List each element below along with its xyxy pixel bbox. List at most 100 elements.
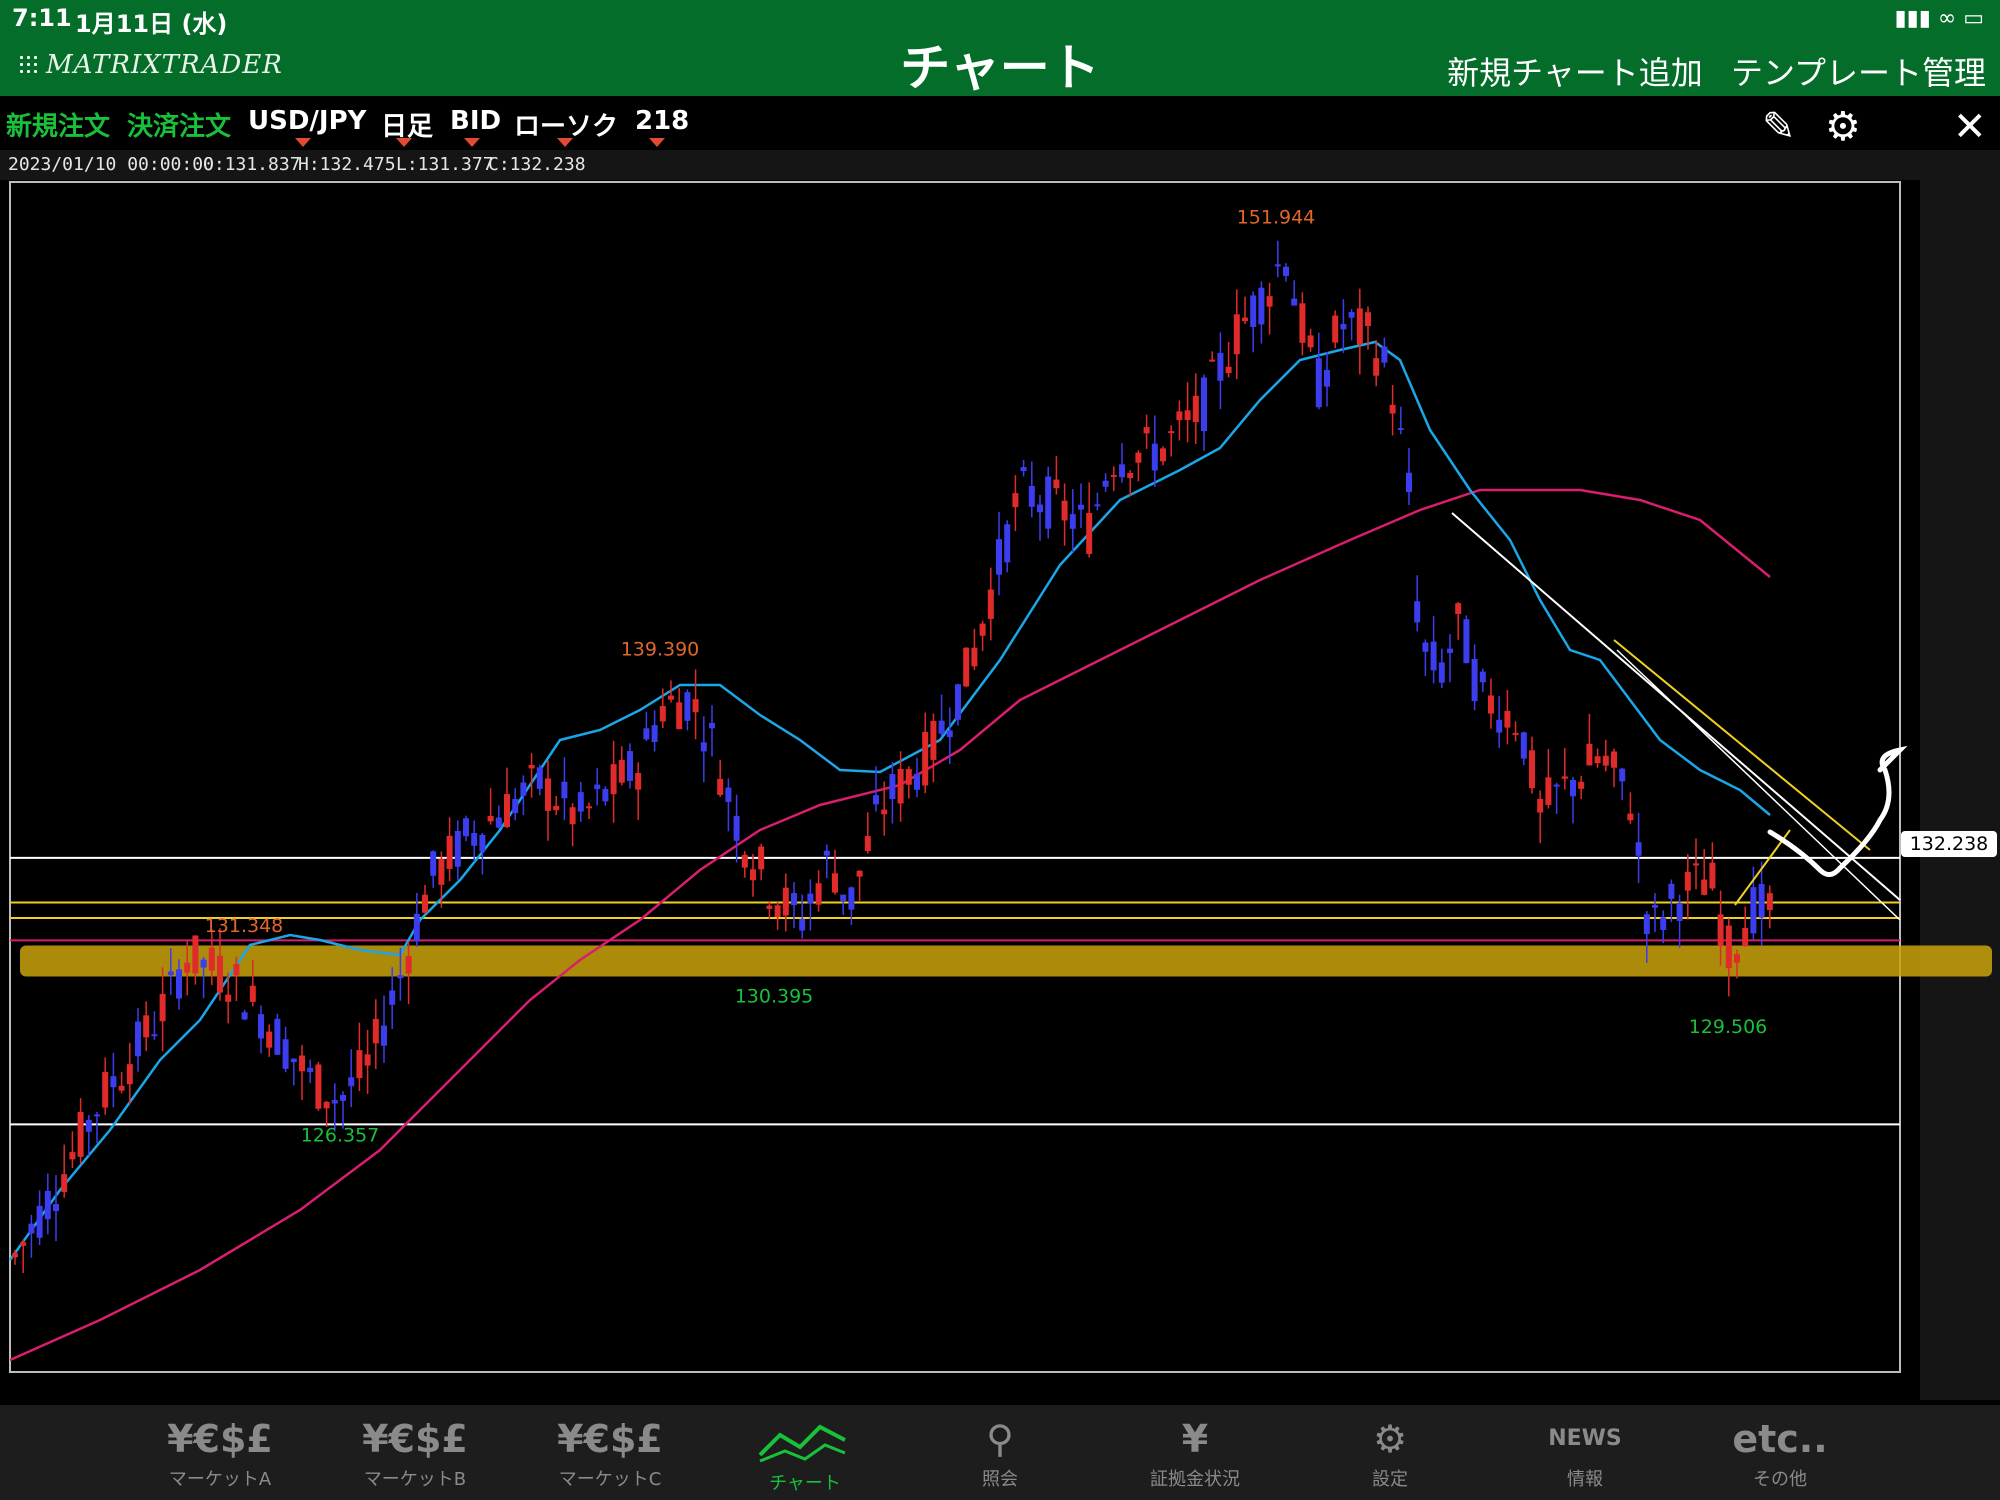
new-order-button[interactable]: 新規注文 [6, 112, 111, 142]
candle-body [1201, 377, 1207, 432]
candle-body [192, 935, 199, 974]
candle-body [340, 1094, 346, 1101]
candle-body [1069, 514, 1076, 529]
candle [1266, 282, 1273, 335]
candle [512, 788, 519, 821]
candle [823, 844, 830, 879]
candle-body [1135, 452, 1142, 463]
tab-market-a[interactable]: ¥€$£ マーケットA [135, 1405, 305, 1500]
add-chart-button[interactable]: 新規チャート追加 [1447, 54, 1703, 92]
candle-body [963, 647, 970, 687]
drawn-forecast-path[interactable] [1767, 745, 1908, 877]
candle [643, 711, 650, 741]
candle-body [151, 1034, 158, 1037]
candle-body [61, 1174, 68, 1192]
candle [126, 1043, 133, 1105]
trend-line-white-2[interactable] [1616, 649, 1901, 921]
tab-settings[interactable]: ⚙ 設定 [1305, 1405, 1475, 1500]
candle [1570, 776, 1576, 824]
candle [1668, 879, 1675, 923]
candle-body [102, 1072, 109, 1108]
currency-pair-select[interactable]: USD/JPY [248, 106, 367, 136]
candle [545, 760, 551, 841]
support-band [20, 945, 1992, 977]
candlestick-chart[interactable]: 151.944 139.390 131.348 130.395 126.357 129.5… [0, 180, 2000, 1400]
gear-icon[interactable]: ⚙ [1825, 104, 1861, 150]
candle-body [594, 784, 601, 790]
candle-body [389, 990, 396, 1005]
template-management-button[interactable]: テンプレート管理 [1730, 54, 1986, 92]
candle [1619, 767, 1626, 801]
candle [528, 753, 535, 798]
candle-body [1676, 902, 1683, 921]
candle [971, 628, 978, 671]
candle [430, 850, 437, 888]
tab-inquiry[interactable]: ⚲ 照会 [915, 1405, 1085, 1500]
candle-body [561, 781, 568, 799]
candle-body [1545, 777, 1552, 805]
candle-body [208, 947, 215, 971]
bar-count-select[interactable]: 218 [635, 106, 690, 136]
candle-body [938, 720, 945, 734]
candle [594, 768, 601, 806]
candle-body [922, 731, 929, 786]
logo-text: MATRIXTRADER [46, 50, 283, 80]
candle-body [791, 893, 797, 906]
candle-body [577, 792, 584, 812]
status-date: 1月11日 (水) [75, 10, 228, 38]
tab-other[interactable]: etc.. その他 [1695, 1405, 1865, 1500]
candle-body [1078, 504, 1084, 510]
candle [28, 1214, 35, 1258]
candle [315, 1061, 322, 1111]
period-select[interactable]: 日足 [381, 112, 434, 142]
candle-body [1348, 312, 1355, 318]
candle [192, 935, 199, 985]
price-annotation-high: 139.390 [621, 638, 700, 660]
candle [659, 688, 666, 729]
price-type-select[interactable]: BID [450, 106, 502, 136]
candle [1561, 748, 1568, 790]
tab-market-c[interactable]: ¥€$£ マーケットC [525, 1405, 695, 1500]
candle-body [1061, 500, 1068, 521]
tab-chart[interactable]: チャート [720, 1405, 890, 1500]
candle-body [1652, 904, 1658, 908]
trend-line-yellow-short[interactable] [1734, 829, 1791, 906]
candle [553, 795, 560, 816]
tab-margin-status[interactable]: ¥ 証拠金状況 [1110, 1405, 1280, 1500]
candle-body [618, 759, 625, 783]
candle [1471, 644, 1478, 711]
candle-body [610, 764, 617, 795]
candle-body [323, 1101, 330, 1109]
page-title: チャート [900, 39, 1100, 97]
close-icon[interactable]: ✕ [1953, 104, 1987, 150]
candle [1061, 483, 1068, 546]
candle [381, 995, 387, 1063]
candle [586, 802, 592, 819]
candle-body [1537, 798, 1544, 813]
chart-style-select[interactable]: ローソク [514, 112, 619, 142]
candle-body [176, 969, 182, 999]
candle [1020, 459, 1027, 477]
candle-body [454, 830, 461, 867]
candle [864, 812, 871, 854]
settle-order-button[interactable]: 決済注文 [127, 112, 232, 142]
candle [717, 759, 724, 797]
candle [733, 794, 740, 863]
candle [1012, 475, 1019, 531]
candle-body [1020, 467, 1027, 472]
tab-info[interactable]: NEWS 情報 [1500, 1405, 1670, 1500]
candle-body [1086, 513, 1093, 554]
trend-line-yellow[interactable] [1613, 639, 1871, 851]
candle-body [848, 887, 855, 910]
candle [955, 683, 961, 726]
candle-body [1725, 925, 1732, 969]
candle [897, 751, 904, 822]
candle [176, 959, 182, 1010]
pencil-icon[interactable]: ✎ [1762, 104, 1796, 150]
candle-body [282, 1039, 289, 1069]
current-price-label: 132.238 [1910, 833, 1989, 855]
candle-body [676, 702, 683, 730]
candle [700, 716, 707, 783]
tab-market-b[interactable]: ¥€$£ マーケットB [330, 1405, 500, 1500]
candle-body [225, 994, 232, 1002]
